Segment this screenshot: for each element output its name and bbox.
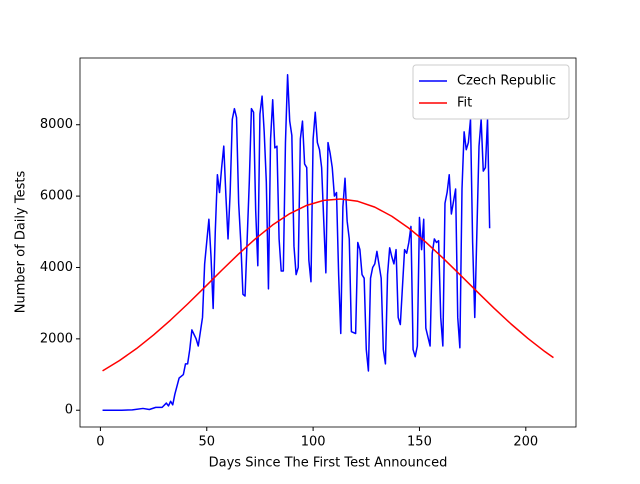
- x-tick-label: 50: [198, 435, 215, 450]
- legend-label: Fit: [457, 96, 472, 111]
- x-axis-label: Days Since The First Test Announced: [209, 456, 448, 471]
- plot-frame: [79, 57, 577, 428]
- y-tick-label: 2000: [40, 331, 73, 346]
- legend-box: [412, 64, 570, 120]
- y-tick-label: 8000: [40, 117, 73, 132]
- y-tick-label: 4000: [40, 260, 73, 275]
- y-axis-label: Number of Daily Tests: [14, 171, 29, 314]
- y-tick-label: 0: [65, 403, 73, 418]
- data-line: [102, 74, 491, 411]
- x-tick-label: 0: [96, 435, 104, 450]
- x-tick-label: 100: [301, 435, 326, 450]
- legend-label: Czech Republic: [457, 74, 556, 89]
- data-line: [102, 198, 554, 372]
- x-tick-label: 200: [513, 435, 538, 450]
- x-tick-label: 150: [407, 435, 432, 450]
- y-tick-label: 6000: [40, 189, 73, 204]
